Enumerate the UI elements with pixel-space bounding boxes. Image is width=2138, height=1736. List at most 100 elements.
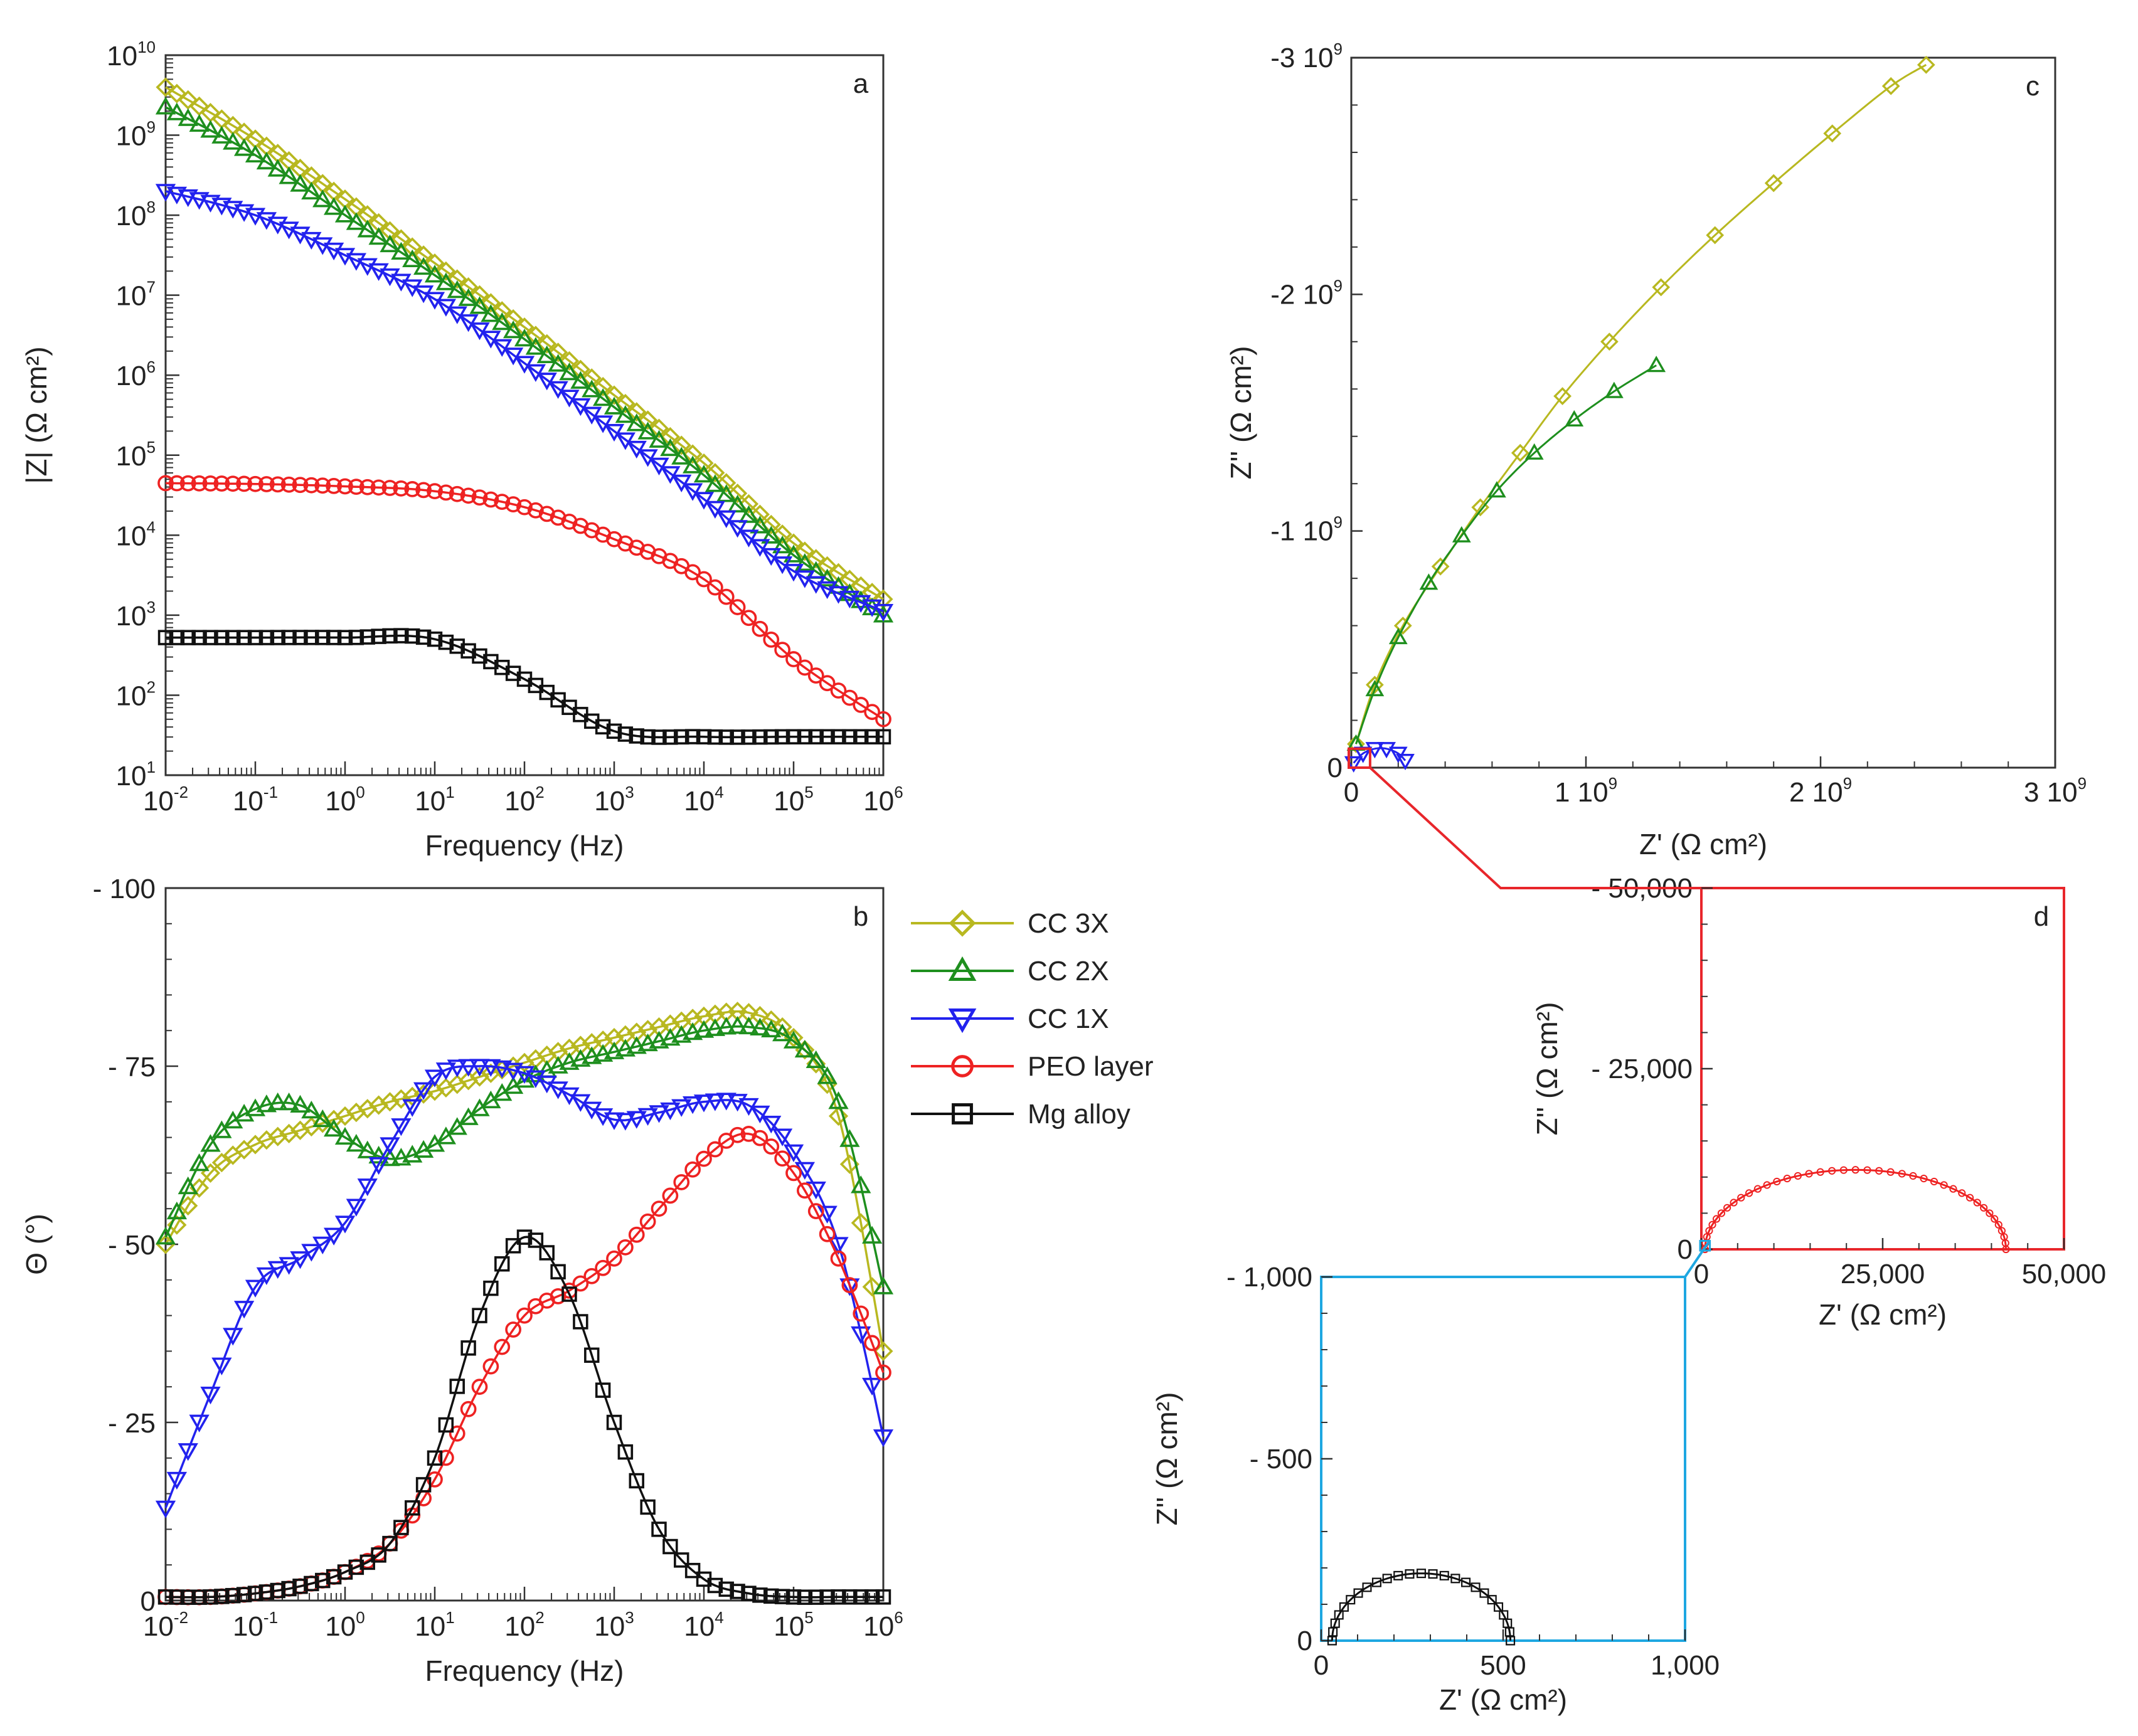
- data-point: [1717, 1209, 1726, 1217]
- series-cc-1x: [155, 1059, 894, 1518]
- data-point: [548, 381, 568, 399]
- y-tick-label: 108: [116, 198, 156, 231]
- data-point: [570, 371, 591, 389]
- data-point: [752, 620, 769, 637]
- data-point: [1783, 1174, 1791, 1183]
- data-point: [875, 711, 891, 728]
- data-point: [693, 1094, 715, 1113]
- data-point: [674, 729, 689, 745]
- data-point: [738, 505, 759, 523]
- data-point: [740, 610, 757, 627]
- data-point: [617, 1239, 634, 1256]
- data-point: [337, 1564, 353, 1580]
- x-tick-label: 0: [1314, 1650, 1329, 1681]
- data-point: [438, 1417, 454, 1433]
- series-mg-alloy: [1327, 1569, 1516, 1646]
- data-point: [337, 478, 353, 495]
- data-point: [189, 1414, 210, 1432]
- data-point: [797, 1182, 813, 1199]
- data-point: [1393, 1570, 1403, 1580]
- data-point: [548, 342, 568, 363]
- data-point: [503, 347, 524, 366]
- data-point: [323, 1119, 344, 1137]
- data-point: [460, 1400, 477, 1417]
- y-axis-label: Z'' (Ω cm²): [1531, 1002, 1563, 1136]
- data-point: [662, 1538, 678, 1555]
- data-point: [705, 1093, 726, 1111]
- data-point: [649, 1105, 669, 1123]
- data-point: [402, 237, 422, 257]
- data-point: [873, 1429, 894, 1448]
- x-tick-label: 0: [1694, 1259, 1709, 1289]
- data-point: [1471, 1582, 1481, 1592]
- data-point: [660, 466, 681, 484]
- data-point: [449, 1425, 465, 1442]
- data-point: [639, 1213, 656, 1230]
- data-point: [671, 447, 692, 465]
- x-tick-label: 100: [325, 1608, 364, 1642]
- data-point: [831, 729, 846, 744]
- data-point: [1353, 1588, 1363, 1598]
- data-point: [1965, 1194, 1974, 1202]
- data-point: [693, 492, 715, 510]
- data-point: [415, 1477, 432, 1493]
- data-point: [494, 1256, 510, 1272]
- data-point: [682, 1096, 703, 1114]
- data-point: [323, 1227, 344, 1246]
- data-point: [875, 1364, 891, 1381]
- data-point: [492, 301, 512, 321]
- data-point: [258, 476, 275, 492]
- x-tick-label: 102: [504, 1608, 544, 1642]
- data-point: [494, 1338, 511, 1355]
- data-point: [346, 1199, 367, 1217]
- data-point: [447, 269, 467, 289]
- data-point: [1949, 1185, 1957, 1193]
- data-point: [315, 1572, 331, 1589]
- data-point: [638, 410, 658, 430]
- data-point: [211, 125, 232, 144]
- y-axis-label: |Z| (Ω cm²): [20, 346, 53, 484]
- legend-label: CC 1X: [1028, 1003, 1109, 1034]
- data-point: [233, 138, 255, 156]
- data-point: [471, 1379, 488, 1395]
- data-point: [1930, 1177, 1939, 1186]
- data-point: [873, 603, 894, 622]
- data-point: [741, 1585, 757, 1601]
- data-point: [179, 475, 196, 492]
- data-point: [359, 479, 376, 495]
- data-point: [774, 1150, 790, 1167]
- data-point: [1388, 628, 1408, 645]
- data-point: [640, 1499, 656, 1515]
- data-point: [359, 629, 375, 645]
- data-point: [290, 174, 311, 192]
- zoom-box-e: [1699, 1239, 1711, 1252]
- data-point: [1419, 573, 1439, 590]
- data-point: [380, 1137, 400, 1155]
- y-tick-label: 1010: [107, 38, 156, 71]
- data-point: [649, 418, 669, 438]
- data-point: [761, 1115, 782, 1134]
- data-point: [851, 1326, 871, 1345]
- data-point: [155, 184, 176, 202]
- y-tick-label: - 1,000: [1226, 1262, 1312, 1293]
- data-point: [213, 475, 230, 492]
- x-axis-label: Z' (Ω cm²): [1639, 828, 1767, 860]
- data-point: [267, 1261, 288, 1279]
- data-point: [1973, 1199, 1981, 1207]
- data-point: [214, 630, 230, 645]
- data-point: [1851, 1166, 1859, 1174]
- data-point: [402, 1099, 423, 1117]
- x-tick-label: 10-1: [233, 1608, 278, 1642]
- y-axis-label: Z'' (Ω cm²): [1151, 1392, 1183, 1526]
- data-point: [460, 643, 476, 659]
- data-point: [1346, 1595, 1356, 1605]
- data-point: [772, 524, 792, 544]
- x-tick-label: 2 109: [1789, 774, 1852, 808]
- legend: CC 3X CC 2X CC 1X PEO layer Mg alloy: [911, 908, 1154, 1130]
- data-point: [1753, 1185, 1762, 1193]
- data-point: [842, 729, 858, 744]
- series-cc-1x: [155, 184, 894, 622]
- data-point: [536, 345, 557, 364]
- data-point: [628, 1226, 645, 1243]
- data-point: [716, 484, 737, 502]
